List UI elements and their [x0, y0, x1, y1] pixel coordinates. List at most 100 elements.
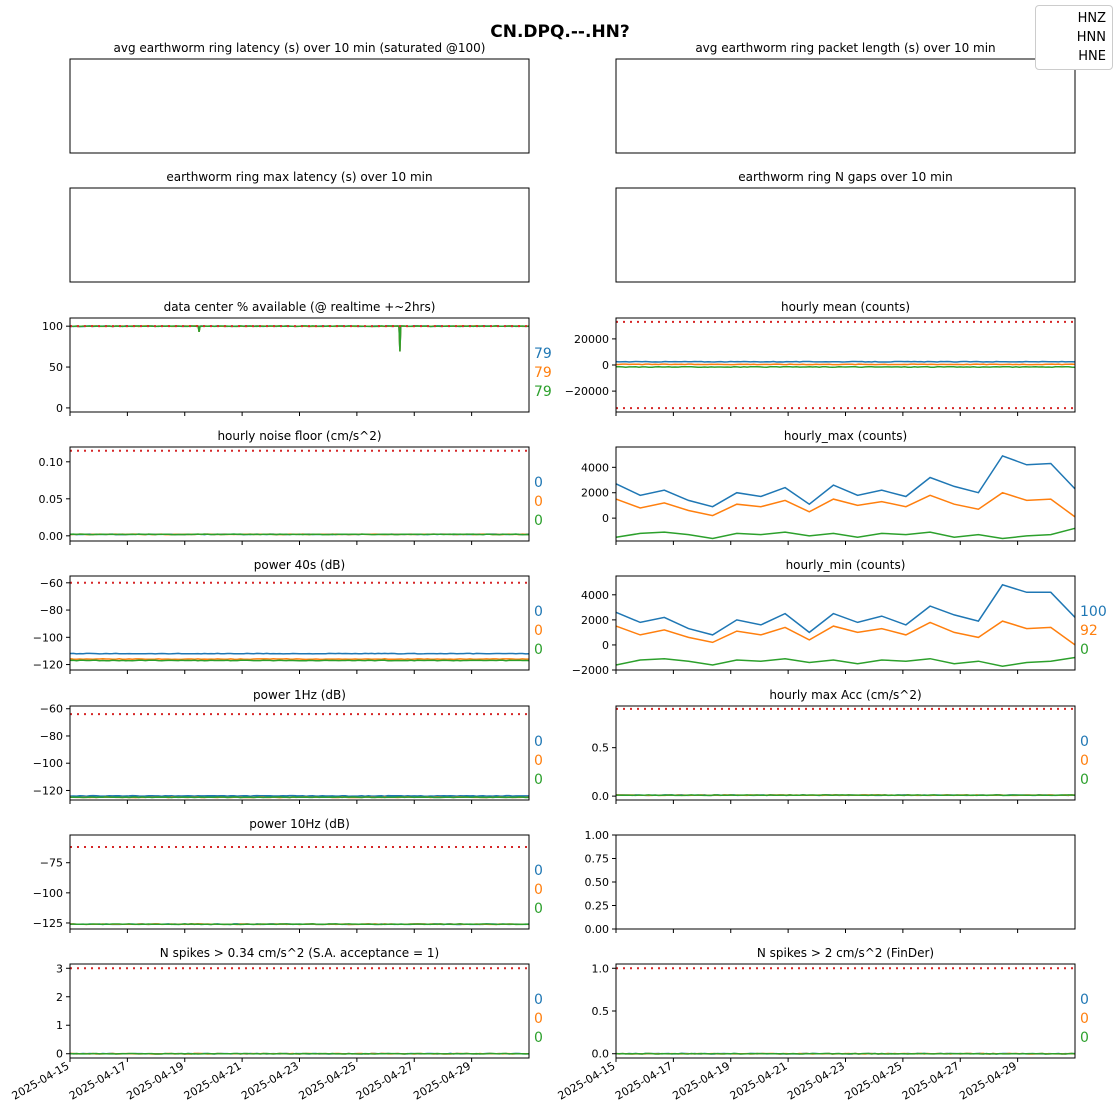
series-line-hne: [69, 325, 530, 352]
series-line-hne: [69, 533, 530, 536]
x-tick-label: 2025-04-27: [354, 1059, 416, 1102]
series-line-hnn: [615, 491, 1076, 518]
series-line-hnz: [69, 794, 529, 797]
y-tick-label: 0: [602, 512, 609, 525]
legend-hne: HNE: [1078, 49, 1106, 64]
series-line-hnz: [615, 454, 1076, 508]
y-tick-label: 3: [56, 962, 63, 975]
panel-title: hourly max Acc (cm/s^2): [769, 688, 921, 702]
panel-p8: [612, 446, 1076, 545]
side-label-hne: 79: [534, 384, 552, 400]
x-tick-label: 2025-04-19: [670, 1059, 732, 1102]
y-tick-label: 2000: [581, 487, 609, 500]
series-line-hne: [615, 1052, 1076, 1055]
panel-title: earthworm ring N gaps over 10 min: [738, 170, 952, 184]
panel-p5: [66, 317, 530, 416]
y-tick-label: −100: [33, 631, 63, 644]
series-line-hne: [70, 796, 530, 799]
panel-p11: [66, 705, 530, 804]
side-label-hnn: 79: [534, 365, 552, 381]
y-tick-label: 100: [42, 320, 63, 333]
side-label-hnn: 0: [534, 1011, 543, 1027]
side-label-hnn: 0: [534, 494, 543, 510]
y-tick-label: 20000: [574, 333, 609, 346]
x-tick-label: 2025-04-29: [411, 1059, 473, 1102]
y-tick-label: 2: [56, 991, 63, 1004]
panel-title: hourly mean (counts): [781, 300, 910, 314]
y-tick-label: 0: [602, 639, 609, 652]
axes-frame: [615, 705, 1076, 801]
side-label-hnn: 0: [534, 882, 543, 898]
axes-frame: [615, 834, 1076, 930]
series-line-hne: [615, 656, 1076, 667]
series-line-hnn: [615, 620, 1076, 646]
panel-title: N spikes > 2 cm/s^2 (FinDer): [757, 946, 934, 960]
side-label-hnn: 0: [534, 753, 543, 769]
panel-title: power 10Hz (dB): [249, 817, 350, 831]
y-tick-label: 0.00: [39, 530, 64, 543]
y-tick-label: −80: [40, 604, 63, 617]
side-label-hne: 0: [534, 513, 543, 529]
side-label-hnz: 100: [1080, 604, 1107, 620]
y-tick-label: 4000: [581, 461, 609, 474]
panel-title: data center % available (@ realtime +~2h…: [164, 300, 436, 314]
side-label-hne: 0: [1080, 642, 1089, 658]
panel-p4: [615, 187, 1076, 283]
side-label-hne: 0: [534, 901, 543, 917]
panel-p7: [66, 446, 530, 545]
y-tick-label: 0.50: [585, 876, 610, 889]
legend: HNZ HNN HNE: [1035, 5, 1113, 70]
y-tick-label: 1.00: [585, 829, 610, 842]
side-label-hnn: 0: [1080, 753, 1089, 769]
side-label-hne: 0: [534, 772, 543, 788]
panel-title: earthworm ring max latency (s) over 10 m…: [166, 170, 432, 184]
panel-p6: [612, 317, 1076, 416]
legend-hnz: HNZ: [1077, 11, 1106, 26]
y-tick-label: 4000: [581, 589, 609, 602]
y-tick-label: 1.0: [592, 962, 610, 975]
series-line-hne: [615, 365, 1076, 368]
side-label-hne: 0: [534, 642, 543, 658]
panel-p15: [66, 963, 530, 1062]
panel-p12: [612, 705, 1076, 804]
side-label-hnz: 0: [534, 475, 543, 491]
side-label-hnz: 0: [1080, 734, 1089, 750]
series-line-hnz: [69, 652, 530, 655]
x-tick-label: 2025-04-23: [785, 1059, 847, 1102]
y-tick-label: −120: [33, 784, 63, 797]
series-line-hnn: [69, 325, 530, 352]
series-line-hnn: [69, 658, 529, 661]
side-label-hnz: 0: [534, 992, 543, 1008]
x-tick-label: 2025-04-19: [124, 1059, 186, 1102]
panel-p16: [612, 963, 1076, 1062]
y-tick-label: −80: [40, 730, 63, 743]
series-line-hne: [615, 527, 1076, 540]
panel-title: N spikes > 0.34 cm/s^2 (S.A. acceptance …: [160, 946, 439, 960]
axes-frame: [69, 187, 530, 283]
y-tick-label: −120: [33, 659, 63, 672]
y-tick-label: 0.0: [592, 1048, 610, 1061]
figure-title: CN.DPQ.--.HN?: [490, 22, 630, 42]
series-line-hnz: [70, 325, 530, 352]
axes-frame: [69, 575, 530, 671]
y-tick-label: −75: [40, 857, 63, 870]
series-line-hnz: [615, 360, 1076, 363]
panel-p13: [66, 834, 530, 933]
y-tick-label: −125: [33, 917, 63, 930]
y-tick-label: −60: [40, 577, 63, 590]
x-tick-label: 2025-04-17: [67, 1059, 129, 1102]
axes-frame: [69, 963, 530, 1059]
x-tick-label: 2025-04-29: [957, 1059, 1019, 1102]
axes-frame: [69, 705, 530, 801]
side-label-hnn: 92: [1080, 623, 1098, 639]
axes-frame: [69, 317, 530, 413]
y-tick-label: 0.0: [592, 790, 610, 803]
x-tick-label: 2025-04-17: [613, 1059, 675, 1102]
side-label-hnz: 79: [534, 346, 552, 362]
y-tick-label: 50: [49, 361, 63, 374]
y-tick-label: −20000: [565, 385, 609, 398]
y-tick-label: 0: [56, 1048, 63, 1061]
axes-frame: [69, 58, 530, 154]
y-tick-label: 0.00: [585, 923, 610, 936]
